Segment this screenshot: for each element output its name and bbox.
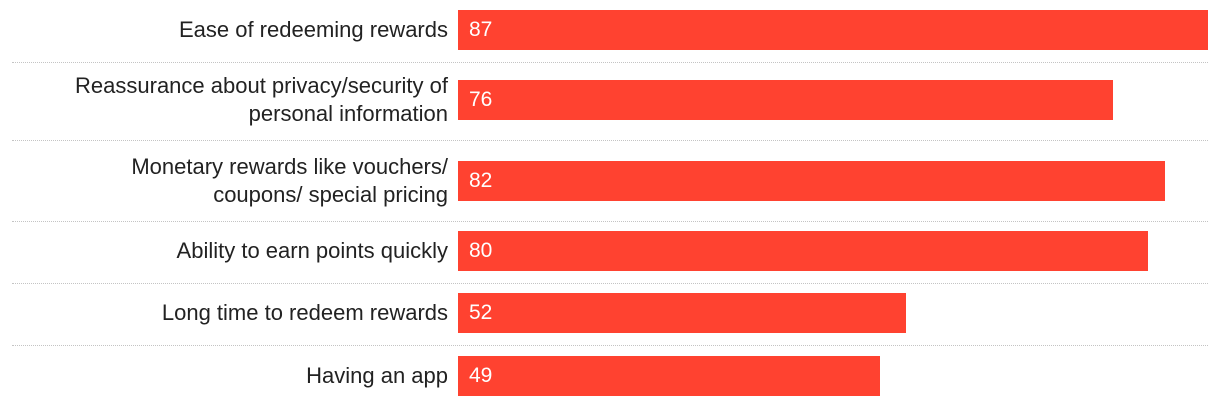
category-label: Long time to redeem rewards — [161, 300, 448, 325]
bar-value-label: 49 — [469, 364, 493, 387]
bar — [458, 10, 1208, 50]
bar — [458, 293, 906, 333]
row-separator — [12, 221, 1208, 222]
bar — [458, 80, 1113, 120]
category-label: Ease of redeeming rewards — [178, 17, 448, 42]
row-separator — [12, 140, 1208, 141]
bar-value-label: 52 — [469, 301, 493, 324]
bar-value-label: 80 — [469, 239, 493, 262]
bar — [458, 356, 880, 396]
category-label: Having an app — [306, 363, 448, 388]
bar-value-label: 87 — [469, 18, 493, 41]
bar — [458, 231, 1148, 271]
row-separator — [12, 283, 1208, 284]
bar — [458, 161, 1165, 201]
bar-value-label: 82 — [469, 169, 493, 192]
row-separator — [12, 345, 1208, 346]
row-separator — [12, 62, 1208, 63]
category-label: Reassurance about privacy/security of pe… — [75, 73, 448, 126]
bar-value-label: 76 — [469, 88, 493, 111]
category-label: Monetary rewards like vouchers/ coupons/… — [131, 154, 448, 207]
category-label: Ability to earn points quickly — [176, 238, 448, 263]
